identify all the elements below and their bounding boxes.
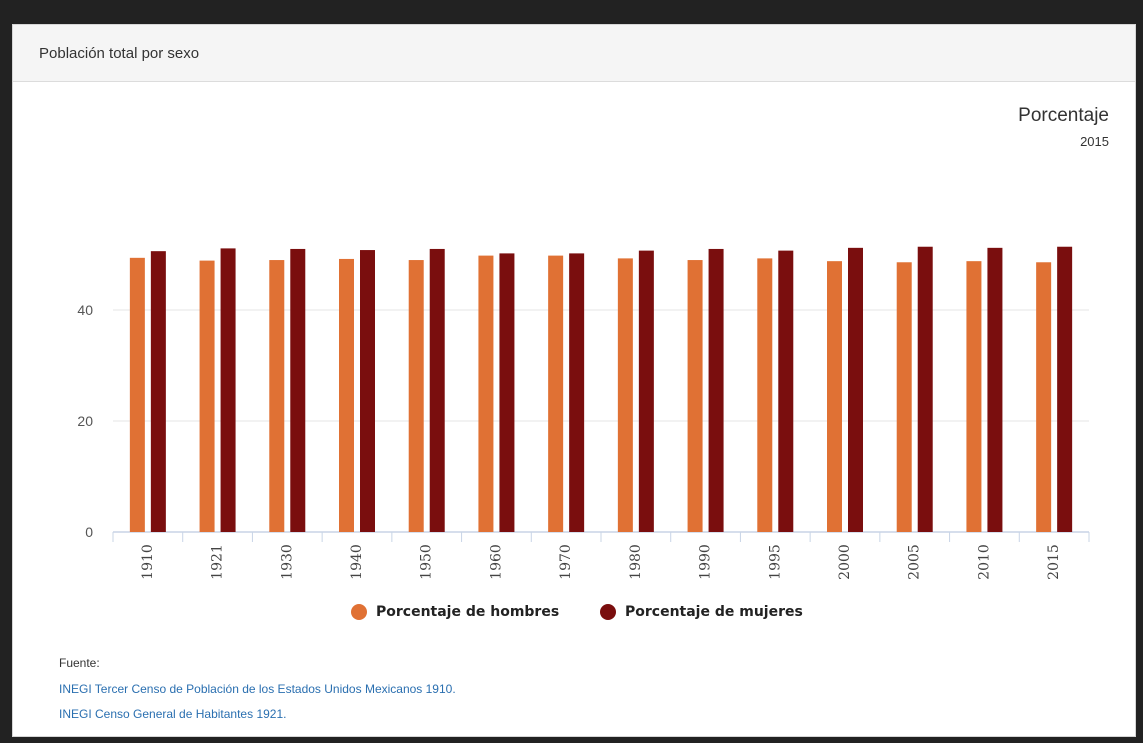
bar-hombres-1990 bbox=[687, 260, 703, 532]
chart-subtitle: 2015 bbox=[1080, 134, 1109, 149]
bar-mujeres-1930 bbox=[290, 248, 306, 532]
bar-hombres-1950 bbox=[408, 260, 424, 532]
x-tick-label: 1950 bbox=[419, 544, 435, 580]
panel-header: Población total por sexo bbox=[13, 25, 1135, 82]
bar-hombres-1980 bbox=[617, 258, 633, 532]
legend-marker-hombres bbox=[351, 604, 367, 620]
bar-hombres-2010 bbox=[966, 261, 982, 532]
bar-mujeres-1940 bbox=[360, 250, 375, 532]
x-tick-label: 1995 bbox=[767, 544, 783, 580]
bar-mujeres-2010 bbox=[987, 247, 1003, 532]
bar-hombres-2005 bbox=[896, 262, 912, 532]
x-tick-label: 1940 bbox=[349, 544, 365, 580]
chart-panel: Población total por sexo Porcentaje 2015… bbox=[12, 24, 1136, 737]
source-link-1910[interactable]: INEGI Tercer Censo de Población de los E… bbox=[59, 682, 456, 696]
panel-title: Población total por sexo bbox=[39, 45, 200, 62]
bar-mujeres-2000 bbox=[848, 247, 863, 532]
bar-mujeres-1960 bbox=[499, 253, 515, 532]
bar-mujeres-1980 bbox=[638, 250, 654, 533]
x-tick-label: 2005 bbox=[907, 544, 923, 580]
x-tick-label: 1921 bbox=[210, 544, 226, 580]
bar-hombres-1960 bbox=[478, 255, 494, 533]
x-tick-label: 2015 bbox=[1046, 544, 1062, 580]
bar-mujeres-1950 bbox=[429, 248, 445, 532]
x-tick-label: 1970 bbox=[558, 544, 574, 580]
bar-hombres-1921 bbox=[199, 260, 215, 532]
legend-item-mujeres[interactable]: Porcentaje de mujeres bbox=[600, 602, 803, 622]
source-label: Fuente: bbox=[59, 656, 100, 670]
legend-marker-mujeres bbox=[600, 604, 616, 620]
source-link-1921[interactable]: INEGI Censo General de Habitantes 1921. bbox=[59, 707, 287, 721]
bar-mujeres-2005 bbox=[917, 246, 933, 533]
x-tick-label: 1990 bbox=[698, 544, 714, 580]
bar-hombres-1995 bbox=[757, 258, 773, 532]
x-tick-label: 1960 bbox=[488, 544, 504, 580]
y-tick-label: 40 bbox=[77, 302, 93, 318]
bar-hombres-2000 bbox=[827, 261, 842, 532]
y-tick-label: 20 bbox=[77, 413, 93, 429]
legend-item-hombres[interactable]: Porcentaje de hombres bbox=[351, 602, 559, 622]
x-tick-label: 1980 bbox=[628, 544, 644, 580]
bar-mujeres-1921 bbox=[220, 248, 236, 532]
bar-mujeres-1995 bbox=[778, 250, 794, 533]
x-tick-label: 2010 bbox=[976, 544, 992, 580]
x-tick-label: 1930 bbox=[279, 544, 295, 580]
bar-mujeres-1990 bbox=[708, 248, 724, 532]
bar-hombres-1910 bbox=[129, 257, 145, 532]
bar-hombres-2015 bbox=[1036, 262, 1052, 532]
legend-label-mujeres: Porcentaje de mujeres bbox=[625, 604, 803, 620]
y-tick-label: 0 bbox=[85, 524, 93, 540]
x-tick-label: 2000 bbox=[837, 544, 853, 580]
chart-title: Porcentaje bbox=[1018, 105, 1109, 126]
x-tick-label: 1910 bbox=[140, 544, 156, 580]
bar-hombres-1970 bbox=[548, 255, 564, 533]
bar-mujeres-1970 bbox=[569, 253, 585, 532]
bar-mujeres-2015 bbox=[1057, 246, 1073, 533]
bar-hombres-1930 bbox=[269, 260, 285, 532]
bar-chart: 0 20 40 1910 1921 1930 1940 1950 1960 1970 1980 199… bbox=[77, 246, 1090, 580]
bar-mujeres-1910 bbox=[150, 251, 166, 533]
bar-hombres-1940 bbox=[339, 258, 354, 532]
legend-label-hombres: Porcentaje de hombres bbox=[376, 604, 560, 620]
